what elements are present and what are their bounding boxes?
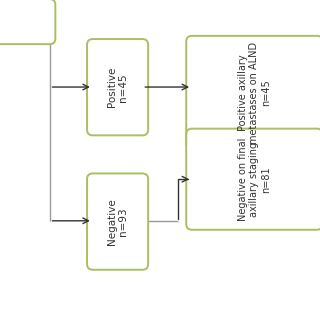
FancyBboxPatch shape [0, 0, 55, 44]
FancyBboxPatch shape [87, 173, 148, 270]
FancyBboxPatch shape [186, 129, 320, 230]
FancyBboxPatch shape [186, 36, 320, 150]
Text: Positive axillary
metastases on ALND
n=45: Positive axillary metastases on ALND n=4… [238, 42, 271, 144]
Text: Negative on final
axillary staging
n=81: Negative on final axillary staging n=81 [238, 138, 271, 221]
Text: Negative
n=93: Negative n=93 [107, 198, 128, 245]
FancyBboxPatch shape [87, 39, 148, 135]
Text: Positive
n=45: Positive n=45 [107, 67, 128, 108]
